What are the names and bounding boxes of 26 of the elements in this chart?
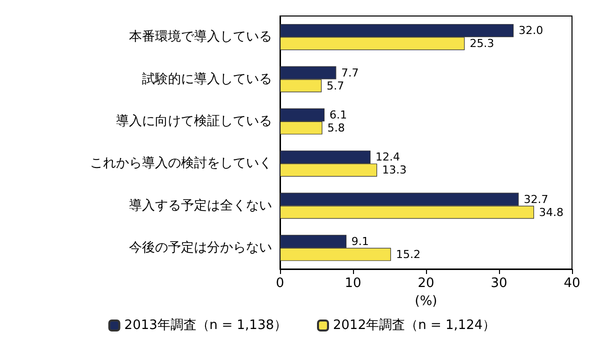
data-label: 13.3 xyxy=(382,164,407,177)
data-label: 32.0 xyxy=(518,24,544,38)
data-label: 12.4 xyxy=(376,150,400,164)
data-label: 5.7 xyxy=(326,79,344,92)
data-label: 32.7 xyxy=(524,192,548,206)
data-label: 9.1 xyxy=(351,234,369,248)
data-label: 7.7 xyxy=(341,66,359,80)
x-tick-label: 0 xyxy=(276,276,284,291)
x-tick-label: 10 xyxy=(344,276,362,291)
x-tick-label: 30 xyxy=(490,276,508,291)
data-label: 25.3 xyxy=(470,37,494,50)
y-tick-label: 導入に向けて検証している xyxy=(116,114,272,129)
y-tick-label: 導入する予定は全くない xyxy=(129,198,272,214)
x-axis-title: (%) xyxy=(414,294,438,309)
data-label: 34.8 xyxy=(539,206,564,219)
y-tick-label: 今後の予定は分からない xyxy=(129,240,272,256)
data-label: 15.2 xyxy=(396,248,420,261)
data-label: 6.1 xyxy=(330,108,348,122)
y-tick-label: これから導入の検討をしていく xyxy=(90,156,272,172)
y-tick-label: 本番環境で導入している xyxy=(129,28,272,45)
x-tick-label: 20 xyxy=(418,276,434,291)
legend-label: 2012年調査（n = 1,124） xyxy=(333,318,496,333)
x-tick-label: 40 xyxy=(564,276,580,291)
data-label: 5.8 xyxy=(327,121,345,134)
y-tick-label: 試験的に導入している xyxy=(142,72,272,87)
legend-label: 2013年調査（n = 1,138） xyxy=(124,318,288,333)
